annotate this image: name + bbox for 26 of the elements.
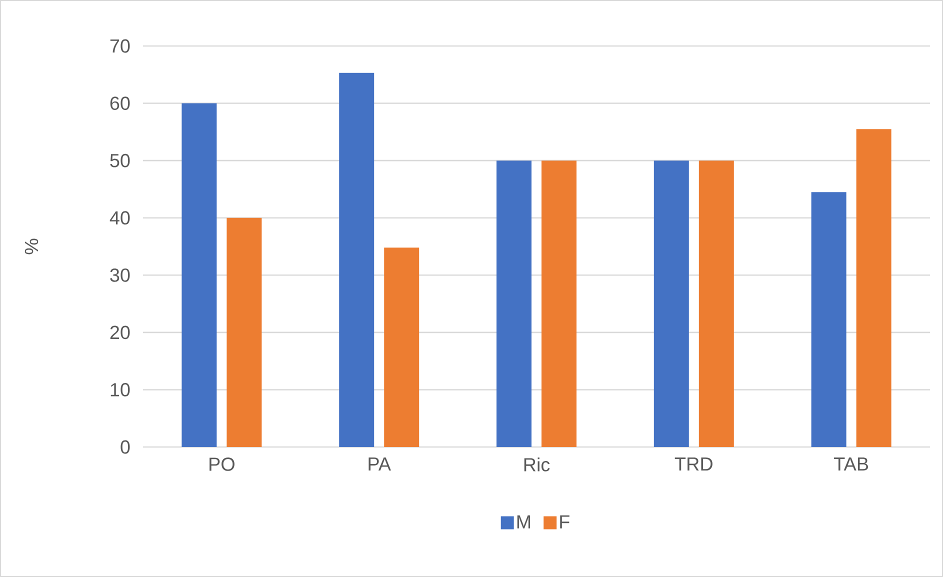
x-tick-label: Ric	[524, 458, 550, 472]
legend-label: F	[560, 515, 570, 528]
x-tick-label: TRD	[674, 458, 712, 471]
x-tick-label: PA	[368, 458, 391, 471]
y-tick-label: 40	[110, 211, 130, 225]
bar	[226, 218, 262, 447]
bar	[496, 160, 532, 447]
y-tick-label: 20	[110, 326, 130, 340]
bar	[698, 160, 734, 447]
y-tick-label: 10	[110, 383, 130, 396]
bar	[182, 103, 217, 447]
y-tick-label: 30	[110, 268, 130, 282]
y-tick-label: 60	[110, 96, 130, 110]
bar	[811, 192, 846, 447]
bar	[654, 160, 689, 447]
x-tick-label: PO	[210, 458, 234, 471]
y-tick-label: 50	[110, 154, 130, 168]
y-axis-title: %	[24, 238, 38, 254]
x-tick-label: TAB	[834, 458, 868, 471]
y-tick-label: 0	[120, 440, 130, 454]
bar	[339, 72, 374, 447]
legend-label: M	[517, 515, 530, 528]
bar	[856, 129, 892, 447]
bar	[542, 160, 577, 447]
y-tick-label: 70	[110, 39, 130, 53]
bar	[384, 248, 420, 447]
